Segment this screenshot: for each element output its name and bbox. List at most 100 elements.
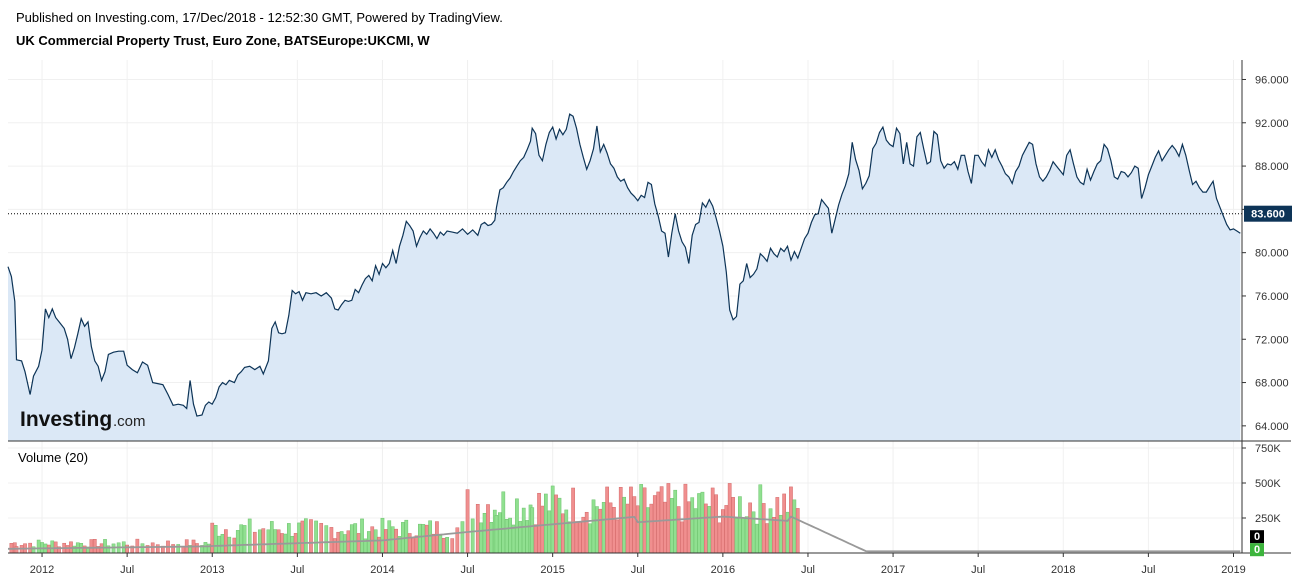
volume-bar bbox=[618, 486, 623, 554]
x-tick-label: Jul bbox=[120, 564, 134, 576]
vol-tick-label: 250K bbox=[1255, 513, 1281, 525]
price-area-fill bbox=[8, 114, 1241, 441]
volume-bar bbox=[525, 520, 529, 554]
volume-bar bbox=[181, 546, 186, 554]
x-tick-label: 2013 bbox=[200, 564, 224, 576]
volume-bar bbox=[171, 544, 175, 554]
volume-bar bbox=[792, 499, 797, 554]
volume-bar bbox=[595, 506, 599, 554]
volume-bar bbox=[445, 537, 449, 554]
volume-bar bbox=[588, 523, 592, 554]
x-tick-label: Jul bbox=[290, 564, 304, 576]
volume-bar bbox=[710, 487, 715, 554]
volume-bar bbox=[561, 513, 565, 554]
volume-bar bbox=[470, 518, 475, 554]
volume-bar bbox=[557, 497, 562, 554]
y-tick-label: 76.000 bbox=[1255, 291, 1289, 303]
y-tick-label: 88.000 bbox=[1255, 161, 1289, 173]
volume-bar bbox=[656, 491, 661, 554]
volume-bar bbox=[765, 523, 769, 554]
volume-bar bbox=[349, 524, 354, 554]
x-tick-label: 2012 bbox=[30, 564, 54, 576]
x-tick-label: Jul bbox=[631, 564, 645, 576]
x-tick-label: 2015 bbox=[540, 564, 564, 576]
volume-bar bbox=[455, 527, 460, 554]
volume-bar bbox=[734, 518, 739, 554]
volume-bar bbox=[547, 510, 552, 554]
x-tick-label: 2014 bbox=[370, 564, 394, 576]
volume-bar bbox=[748, 502, 752, 554]
volume-bar bbox=[482, 513, 487, 554]
volume-bar bbox=[465, 489, 470, 554]
volume-bar bbox=[598, 508, 603, 554]
volume-bar bbox=[247, 518, 252, 554]
volume-bar bbox=[343, 534, 347, 554]
volume-bar bbox=[309, 519, 313, 554]
volume-bar bbox=[498, 512, 502, 554]
volume-bar bbox=[540, 505, 545, 554]
last-price-badge bbox=[1244, 205, 1292, 222]
vol-badge-1 bbox=[1250, 530, 1264, 544]
volume-bar bbox=[700, 491, 705, 554]
volume-bar bbox=[329, 527, 334, 554]
volume-bar bbox=[564, 509, 569, 554]
volume-bar bbox=[731, 497, 735, 554]
x-tick-label: Jul bbox=[971, 564, 985, 576]
volume-bar bbox=[111, 543, 116, 554]
volume-bar bbox=[646, 507, 650, 554]
volume-bar bbox=[125, 544, 129, 554]
volume-bar bbox=[755, 523, 759, 554]
volume-bar bbox=[304, 518, 308, 554]
volume-bar bbox=[680, 521, 684, 554]
volume-bar bbox=[404, 519, 409, 554]
volume-bar bbox=[407, 533, 412, 554]
volume-bar bbox=[135, 538, 140, 554]
volume-bar bbox=[795, 508, 800, 554]
volume-bar bbox=[36, 539, 41, 554]
volume-bar bbox=[669, 498, 674, 554]
volume-bar bbox=[411, 538, 415, 554]
volume-bar bbox=[632, 496, 637, 554]
volume-bar bbox=[418, 523, 422, 554]
volume-bar bbox=[269, 521, 274, 554]
volume-bar bbox=[258, 529, 262, 554]
volume-bar bbox=[521, 507, 526, 554]
volume-bar bbox=[489, 522, 494, 554]
volume-bar bbox=[530, 507, 535, 554]
volume-bar bbox=[450, 538, 455, 554]
price-line bbox=[7, 113, 1241, 417]
volume-bar bbox=[384, 529, 388, 554]
volume-ma-line bbox=[8, 515, 1241, 553]
volume-bar bbox=[65, 545, 70, 554]
volume-bar bbox=[652, 495, 657, 554]
volume-bar bbox=[324, 525, 329, 554]
volume-bar bbox=[642, 487, 647, 554]
volume-bar bbox=[789, 486, 793, 554]
volume-bar bbox=[772, 517, 776, 554]
volume-bar bbox=[693, 508, 698, 554]
volume-bar bbox=[649, 503, 654, 554]
volume-bar bbox=[273, 529, 278, 554]
volume-bar bbox=[727, 483, 732, 554]
x-tick-label: Jul bbox=[801, 564, 815, 576]
volume-bar bbox=[220, 534, 225, 554]
volume-bar bbox=[782, 493, 786, 554]
volume-bar bbox=[360, 518, 364, 554]
volume-bar bbox=[140, 543, 145, 554]
volume-bar bbox=[608, 502, 613, 554]
volume-bar bbox=[578, 521, 582, 554]
logo-suffix: .com bbox=[113, 413, 146, 430]
volume-bar bbox=[663, 501, 667, 554]
volume-bar bbox=[738, 496, 742, 554]
volume-bar bbox=[176, 544, 181, 554]
volume-bar bbox=[319, 523, 324, 554]
labels: 2012 Jul 2013 Jul 2014 Jul 2015 Jul 2016 Jul 2017 J… bbox=[18, 74, 1292, 576]
volume-bar bbox=[414, 535, 419, 554]
volume-bar bbox=[297, 522, 301, 554]
volume-bar bbox=[92, 539, 97, 554]
chart-title: UK Commercial Property Trust, Euro Zone,… bbox=[16, 33, 430, 48]
volume-bar bbox=[724, 505, 729, 554]
y-tick-label: 64.000 bbox=[1255, 421, 1289, 433]
vol-tick-label: 750K bbox=[1255, 443, 1281, 455]
